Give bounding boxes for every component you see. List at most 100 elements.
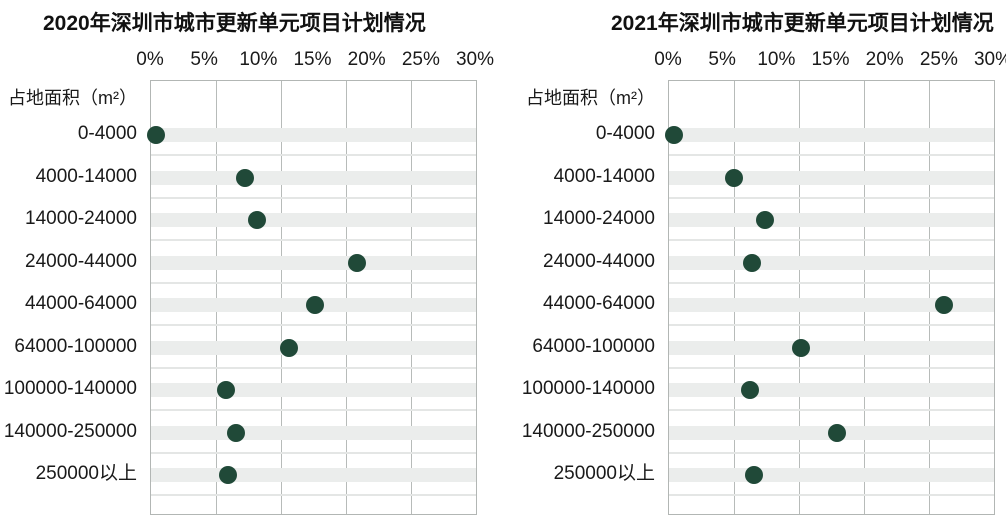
x-tick-label: 20% [347, 49, 386, 70]
category-label: 0-4000 [77, 123, 137, 144]
row-separator-line [669, 324, 994, 326]
row-separator-line [669, 367, 994, 369]
data-point [935, 296, 954, 314]
row-band [669, 128, 994, 142]
row-band [669, 171, 994, 185]
data-point [147, 126, 166, 144]
row-separator-line [151, 239, 476, 241]
grid-line-vertical [410, 81, 412, 514]
category-label-column: 0-4000 4000-14000 14000-24000 24000-44000 44… [503, 80, 655, 513]
x-tick-label: 0% [136, 49, 164, 70]
data-point [218, 466, 237, 484]
grid-line-vertical [798, 81, 800, 514]
row-band [151, 256, 476, 270]
x-tick-label: 5% [708, 49, 736, 70]
data-point [725, 169, 743, 187]
grid-line-vertical [280, 81, 282, 514]
category-label: 44000-64000 [25, 293, 137, 314]
row-band [151, 171, 476, 185]
category-label: 64000-100000 [14, 336, 137, 357]
x-tick-label: 15% [811, 49, 850, 70]
data-point [248, 211, 267, 229]
x-tick-label: 30% [455, 49, 495, 70]
category-label: 4000-14000 [553, 166, 655, 187]
chart-2020: 2020年深圳市城市更新单元项目计划情况 占地面积（m²） 0% 5% 10% 15%… [0, 12, 494, 515]
data-point [741, 381, 760, 399]
x-tick-label: 25% [919, 49, 958, 70]
x-tick-label: 5% [190, 49, 218, 70]
chart-2021: 2021年深圳市城市更新单元项目计划情况 占地面积（m²） 0% 5% 10% 15%… [503, 0, 1006, 526]
row-separator-line [669, 452, 994, 454]
grid-line-vertical [733, 81, 735, 514]
category-label: 14000-24000 [543, 208, 655, 229]
data-point [279, 339, 298, 357]
row-band [669, 256, 994, 270]
row-separator-line [151, 324, 476, 326]
row-separator-line [669, 282, 994, 284]
category-label: 100000-140000 [521, 378, 655, 399]
category-label: 100000-140000 [3, 378, 137, 399]
data-point [744, 466, 763, 484]
row-separator-line [151, 409, 476, 411]
x-tick-label: 0% [654, 49, 682, 70]
category-label-column: 0-4000 4000-14000 14000-24000 24000-44000 44… [0, 80, 137, 513]
x-tick-label: 25% [401, 49, 440, 70]
row-band [669, 468, 994, 482]
category-label: 0-4000 [595, 123, 655, 144]
category-label: 250000以上 [553, 463, 655, 484]
y-axis-title: 占地面积（m²） [8, 88, 137, 108]
data-point [756, 211, 775, 229]
row-separator-line [151, 154, 476, 156]
data-point [347, 254, 366, 272]
chart-title-2021: 2021年深圳市城市更新单元项目计划情况 [611, 12, 994, 35]
category-label: 140000-250000 [3, 421, 137, 442]
grid-line-vertical [215, 81, 217, 514]
category-label: 250000以上 [35, 463, 137, 484]
data-point [792, 339, 811, 357]
row-band [151, 383, 476, 397]
x-axis-tick-row: 0% 5% 10% 15% 20% 25% 30% [136, 49, 494, 73]
plot-area [665, 80, 995, 515]
row-band [669, 383, 994, 397]
y-axis-title: 占地面积（m²） [526, 88, 655, 108]
row-band [151, 341, 476, 355]
category-label: 44000-64000 [543, 293, 655, 314]
x-tick-label: 10% [239, 49, 278, 70]
row-separator-line [151, 197, 476, 199]
grid-line-vertical [928, 81, 930, 514]
row-separator-line [669, 494, 994, 496]
category-label: 24000-44000 [543, 251, 655, 272]
category-label: 4000-14000 [35, 166, 137, 187]
row-band [151, 213, 476, 227]
data-point [226, 424, 245, 442]
category-label: 64000-100000 [532, 336, 655, 357]
row-separator-line [669, 409, 994, 411]
row-band [151, 426, 476, 440]
category-label: 24000-44000 [25, 251, 137, 272]
x-tick-label: 30% [973, 49, 1006, 70]
x-tick-label: 15% [293, 49, 332, 70]
x-tick-label: 20% [865, 49, 904, 70]
data-point [236, 169, 255, 187]
chart-title-2020: 2020年深圳市城市更新单元项目计划情况 [43, 12, 426, 35]
data-point [305, 296, 324, 314]
data-point [216, 381, 235, 399]
x-axis-tick-row: 0% 5% 10% 15% 20% 25% 30% [654, 49, 1006, 73]
row-band [669, 213, 994, 227]
row-separator-line [151, 494, 476, 496]
row-separator-line [669, 154, 994, 156]
row-band [151, 128, 476, 142]
x-tick-label: 10% [757, 49, 796, 70]
row-band [669, 341, 994, 355]
plot-area [147, 80, 477, 515]
row-separator-line [669, 197, 994, 199]
row-separator-line [151, 367, 476, 369]
row-separator-line [151, 452, 476, 454]
data-point [743, 254, 762, 272]
data-point [827, 424, 846, 442]
category-label: 14000-24000 [25, 208, 137, 229]
data-point [665, 126, 684, 144]
row-band [151, 468, 476, 482]
grid-line-vertical [345, 81, 347, 514]
row-separator-line [669, 239, 994, 241]
